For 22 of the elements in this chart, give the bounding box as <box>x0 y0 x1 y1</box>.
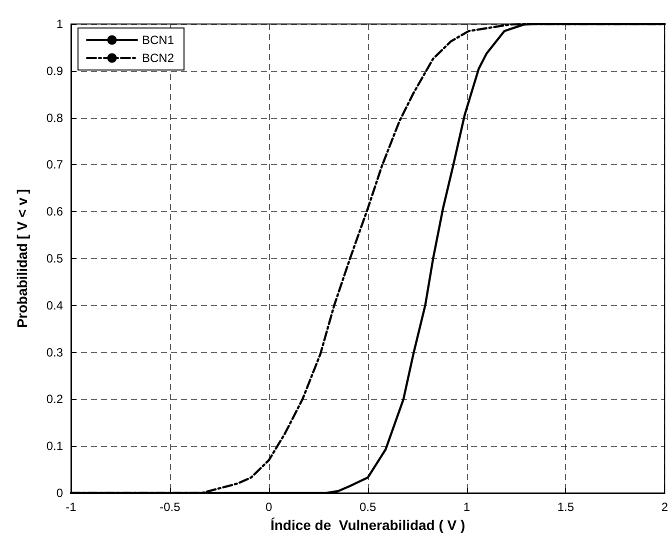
y-tick-label: 1 <box>56 17 64 31</box>
y-tick-label: 0 <box>56 486 64 500</box>
x-axis-title: Índice de Vulnerabilidad ( V ) <box>270 516 466 533</box>
x-tick-label: -0.5 <box>160 500 181 514</box>
y-tick-label: 0.9 <box>46 64 64 78</box>
x-tick-label: 2 <box>661 500 668 514</box>
x-tick-label: 0 <box>266 500 273 514</box>
x-tick-label: -1 <box>66 500 77 514</box>
legend-label: BCN1 <box>142 33 174 47</box>
y-tick-label: 0.5 <box>46 252 64 266</box>
y-tick-label: 0.4 <box>46 298 64 312</box>
y-tick-label: 0.8 <box>46 110 64 125</box>
y-axis-title: Probabilidad [ V < v ] <box>14 189 30 328</box>
y-tick-label: 0.1 <box>46 439 64 454</box>
x-tick-label: 0.5 <box>359 500 376 514</box>
y-tick-label: 0.2 <box>46 392 64 406</box>
y-tick-label: 0.6 <box>46 204 64 219</box>
legend-label: BCN2 <box>142 51 174 65</box>
y-tick-label: 0.7 <box>46 158 64 172</box>
x-tick-label: 1 <box>463 500 470 514</box>
x-tick-label: 1.5 <box>557 500 574 514</box>
y-tick-label: 0.3 <box>46 345 64 360</box>
